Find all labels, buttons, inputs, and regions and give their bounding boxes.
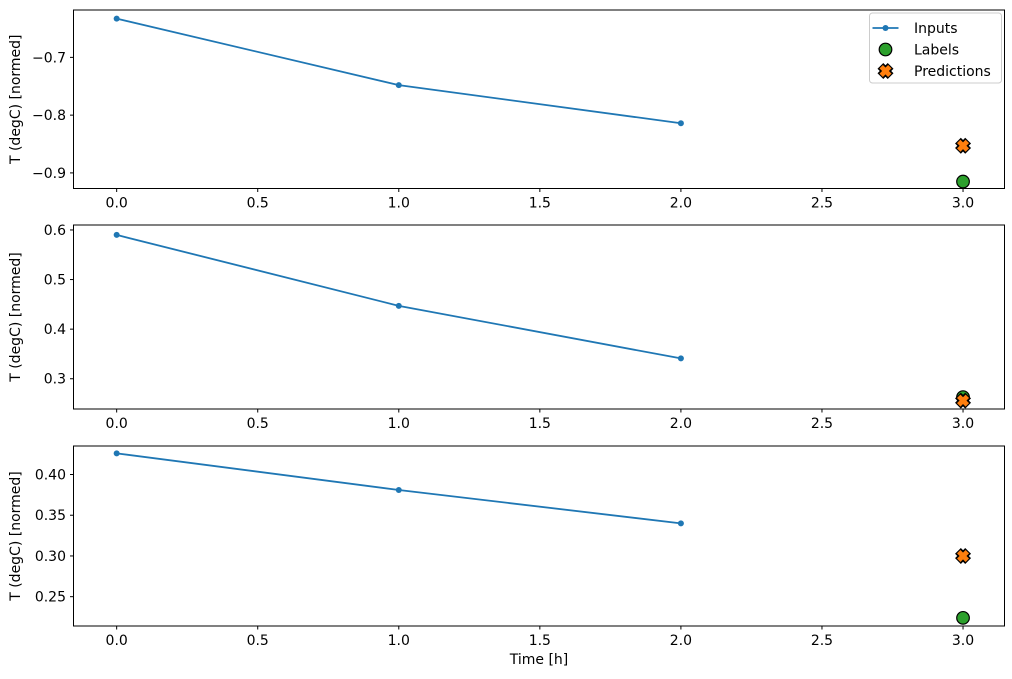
predictions-marker xyxy=(955,137,972,154)
inputs-point xyxy=(677,120,684,127)
x-tick-label: 1.0 xyxy=(388,633,410,649)
legend-box xyxy=(869,12,1002,84)
axes-spines xyxy=(73,9,1005,189)
x-tick-label: 0.5 xyxy=(247,633,269,649)
inputs-point xyxy=(113,450,120,457)
y-tick-label: 0.4 xyxy=(44,322,66,338)
x-tick-label: 2.5 xyxy=(811,196,833,212)
y-axis-label: T (degC) [normed] xyxy=(8,252,24,383)
inputs-point xyxy=(395,302,402,309)
legend-entry-label: Inputs xyxy=(914,21,958,37)
x-tick-label: 1.0 xyxy=(388,416,410,432)
x-tick-label: 0.5 xyxy=(247,416,269,432)
x-tick-label: 2.5 xyxy=(811,633,833,649)
y-tick-label: 0.35 xyxy=(35,508,66,524)
y-tick-label: −0.9 xyxy=(32,166,66,182)
inputs-point xyxy=(113,231,120,238)
y-tick-label: 0.40 xyxy=(35,468,66,484)
x-tick-label: 1.0 xyxy=(388,196,410,212)
legend-entry-label: Labels xyxy=(914,43,959,59)
x-tick-label: 3.0 xyxy=(952,633,974,649)
x-tick-label: 3.0 xyxy=(952,196,974,212)
y-tick-label: −0.7 xyxy=(32,50,66,66)
y-tick-label: 0.6 xyxy=(44,223,66,239)
y-tick-label: 0.30 xyxy=(35,549,66,565)
predictions-marker xyxy=(955,547,972,564)
predictions-marker xyxy=(955,392,972,409)
x-tick-label: 0.0 xyxy=(106,196,128,212)
axes-spines xyxy=(73,445,1005,627)
x-tick-label: 2.0 xyxy=(670,633,692,649)
legend-entry-label: Predictions xyxy=(914,64,991,80)
legend: Inputs Labels Predictions xyxy=(869,12,1002,84)
axes-spines xyxy=(73,224,1005,410)
inputs-point xyxy=(395,82,402,89)
inputs-point xyxy=(113,15,120,22)
inputs-point xyxy=(677,355,684,362)
inputs-point xyxy=(395,486,402,493)
y-tick-label: 0.5 xyxy=(44,273,66,289)
x-tick-label: 0.0 xyxy=(106,633,128,649)
y-tick-label: −0.8 xyxy=(32,108,66,124)
x-tick-label: 1.5 xyxy=(529,196,551,212)
x-tick-label: 3.0 xyxy=(952,416,974,432)
legend-labels-circle-icon xyxy=(878,42,893,57)
labels-marker xyxy=(956,174,970,189)
x-tick-label: 1.5 xyxy=(529,633,551,649)
y-axis-label: T (degC) [normed] xyxy=(8,34,24,165)
y-tick-label: 0.25 xyxy=(35,590,66,606)
x-tick-label: 2.5 xyxy=(811,416,833,432)
subplot-1: 0.0 0.5 1.0 1.5 2.0 2.5 3.0 −0.9 −0.8 −0.7 T (degC… xyxy=(8,9,1005,212)
y-axis-label: T (degC) [normed] xyxy=(8,471,24,602)
x-tick-label: 2.0 xyxy=(670,416,692,432)
legend-inputs-dot-icon xyxy=(882,25,889,31)
x-axis-label: Time [h] xyxy=(509,652,569,668)
x-tick-label: 0.0 xyxy=(106,416,128,432)
x-tick-label: 1.5 xyxy=(529,416,551,432)
y-tick-label: 0.3 xyxy=(44,372,66,388)
legend-predictions-x-icon xyxy=(877,63,894,79)
labels-marker xyxy=(956,610,970,625)
inputs-point xyxy=(677,520,684,527)
x-tick-label: 0.5 xyxy=(247,196,269,212)
subplot-2: 0.0 0.5 1.0 1.5 2.0 2.5 3.0 0.3 0.4 0.5 0.6 T (degC… xyxy=(8,223,1005,432)
x-tick-label: 2.0 xyxy=(670,196,692,212)
subplot-3: 0.0 0.5 1.0 1.5 2.0 2.5 3.0 0.25 0.30 0.35 0.40 T (… xyxy=(8,445,1005,668)
